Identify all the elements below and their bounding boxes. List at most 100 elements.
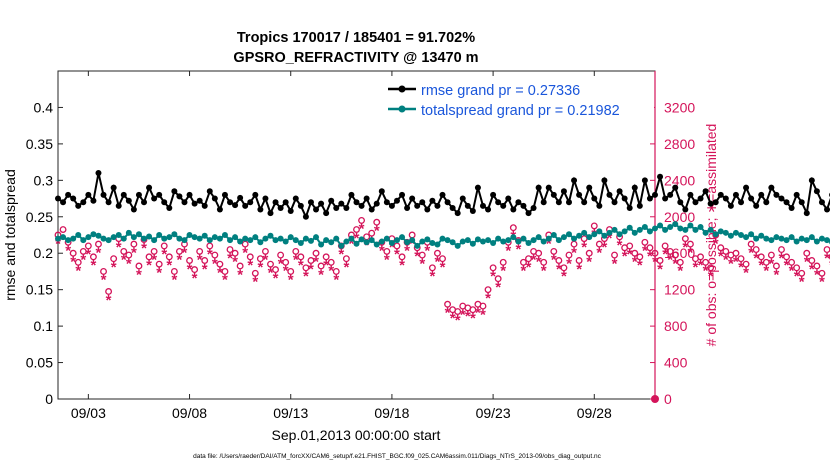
obs-possible-point [256,255,264,263]
obs-assimilated-point: * [187,261,193,278]
totalspread-point [353,240,360,247]
obs-possible-point [226,246,234,254]
totalspread-point [75,232,82,238]
obs-possible-point [302,264,310,272]
rmse-point [343,205,350,212]
totalspread-point [434,241,441,248]
obs-assimilated-point: * [713,235,719,252]
obs-possible-point [287,267,295,275]
totalspread-point [60,234,67,241]
rmse-point [95,170,102,177]
left-tick-label: 0.05 [26,355,53,371]
obs-possible-point [120,247,128,255]
obs-possible-point [494,275,502,283]
rmse-point [515,199,522,206]
totalspread-point [328,239,335,246]
obs-possible-point [646,244,654,252]
rmse-point [732,191,739,198]
obs-possible-point [444,300,452,308]
totalspread-point [449,239,456,246]
obs-assimilated-point: * [521,263,527,280]
chart-title-line2: GPSRO_REFRACTIVITY @ 13470 m [233,50,478,66]
rmse-point [333,205,340,212]
obs-possible-point [656,257,664,264]
obs-assimilated-point: * [601,239,607,256]
rmse-point [485,206,492,213]
rmse-point [237,194,244,201]
rmse-point [586,184,593,191]
rmse-point [130,206,137,213]
legend-marker-totalspread [398,105,406,113]
obs-possible-point [575,257,583,264]
rmse-point [419,199,426,206]
totalspread-point [530,237,537,244]
obs-assimilated-point: * [475,305,481,322]
obs-possible-point [641,238,649,246]
obs-assimilated-point: * [257,259,263,276]
obs-possible-point [828,254,830,260]
totalspread-point [90,231,97,238]
rmse-point [338,200,345,207]
obs-assimilated-point: * [399,257,405,274]
totalspread-point [227,237,234,244]
totalspread-point [125,229,132,236]
totalspread-point [186,232,193,238]
obs-possible-point [79,247,87,255]
obs-possible-point [783,253,790,261]
obs-assimilated-point: * [389,239,395,256]
obs-possible-point [707,264,715,272]
obs-possible-point [69,249,77,257]
obs-assimilated-point: * [252,274,258,291]
obs-possible-point [322,253,330,261]
totalspread-point [768,237,775,244]
rmse-point [818,199,825,206]
rmse-point [373,200,380,207]
rmse-point [424,206,431,213]
rmse-point [748,195,755,202]
x-axis-ticks: 09/03 09/08 09/13 09/18 09/23 09/28 [71,71,612,421]
obs-assimilated-point: * [642,243,648,260]
rmse-point [318,200,325,207]
totalspread-point [743,234,750,241]
obs-assimilated-point: * [419,255,425,272]
totalspread-point [237,238,244,245]
totalspread-point [550,232,557,238]
obs-possible-point [59,226,67,233]
obs-assimilated-point: * [359,221,365,238]
totalspread-point [540,238,547,245]
obs-possible-point [211,251,219,259]
totalspread-point [525,240,532,247]
totalspread-point [287,234,294,241]
rmse-point [221,191,228,198]
totalspread-point [302,235,309,242]
rmse-point [667,191,674,198]
obs-assimilated-point: * [222,272,228,289]
rmse-point [434,202,441,209]
rmse-point [560,188,567,195]
totalspread-point [373,241,380,248]
obs-possible-point [454,308,462,315]
rmse-point [631,184,638,191]
obs-assimilated-point: * [192,270,198,287]
obs-possible-point [520,258,527,266]
rmse-point [571,177,578,184]
rmse-point [808,177,815,184]
rmse-point [798,199,805,206]
totalspread-point [657,222,664,229]
obs-assimilated-point: * [556,261,562,278]
totalspread-point [318,241,325,248]
obs-assimilated-point: * [607,230,613,247]
obs-assimilated-point: * [667,252,673,269]
obs-possible-point [251,269,259,277]
obs-possible-point [479,302,487,310]
totalspread-point [424,236,431,243]
obs-possible-point [585,249,593,257]
rmse-point [702,188,709,195]
rmse-point [252,191,259,198]
right-tick-label: 0 [664,391,672,407]
series-obs-assimilated: * **** ******** ***** ****** ******** ** ******… [55,221,830,329]
obs-possible-point [671,251,679,259]
rmse-point [383,199,390,206]
rmse-point [591,195,598,202]
obs-assimilated-point: * [445,305,451,322]
